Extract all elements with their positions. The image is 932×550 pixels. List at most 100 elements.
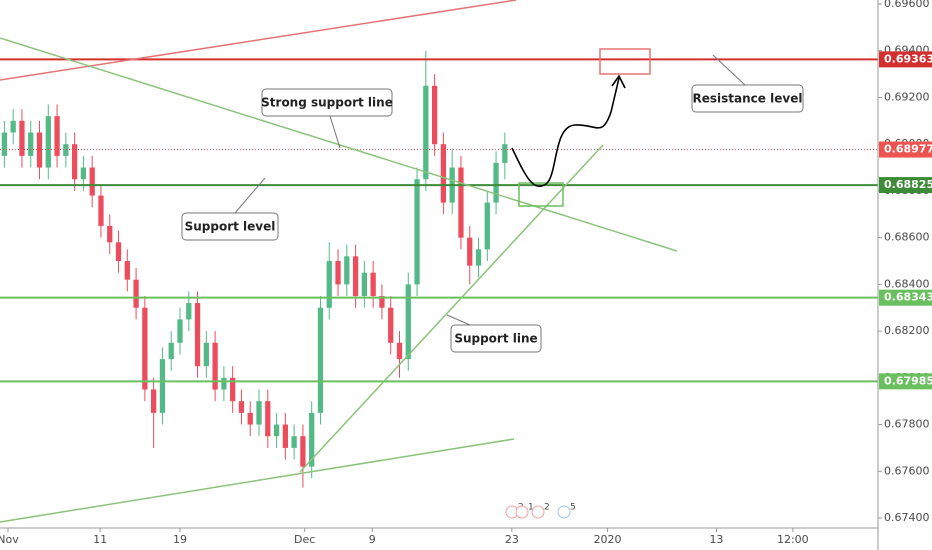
price-label: 0.68825 [884,178,932,191]
projection-arrow [511,77,620,187]
trend-line [299,144,604,473]
candle-body [309,412,315,467]
candle-body [124,261,130,280]
y-tick-label: 0.67400 [884,511,930,524]
candle-body [458,167,464,238]
candle-body [405,284,411,360]
candle-body [423,85,429,180]
event-icon [531,505,545,519]
candle-body [379,296,385,308]
candle-body [177,319,183,343]
candle-body [344,256,350,285]
candle-body [133,279,139,308]
event-count: 2 [544,503,550,513]
candle-body [80,167,87,180]
callout-text: Strong support line [261,96,393,110]
candle-body [221,377,227,390]
candle-body [45,116,51,168]
overlay: Strong support line Support level Resistan… [181,84,804,519]
price-label: 0.68977 [884,143,932,156]
event-count: 5 [570,503,576,513]
price-label-bg [879,373,932,390]
candle-body [107,225,113,243]
candle-body [71,144,78,180]
event-count: 1 [528,503,534,513]
x-tick-label: Dec [294,533,315,546]
candle-body [142,307,148,390]
plot-area [0,50,878,488]
trend-line [0,438,515,523]
candle-body [388,307,394,343]
candle-body [186,303,192,320]
candle-body [484,202,490,250]
candle-body [194,303,201,367]
candle-body [291,436,297,448]
callout-box [450,324,542,353]
price-label: 0.68343 [884,291,932,304]
candle-body [335,261,341,285]
x-tick-label: 23 [505,533,519,546]
candle-body [475,249,482,266]
callout-text: Support line [454,332,537,346]
candle-body [273,424,280,437]
target-box [518,182,564,207]
event-icon [557,505,571,519]
trend-line [0,0,517,81]
candle-body [19,120,25,156]
y-tick-label: 0.69600 [884,0,930,10]
y-tick-label: 0.67600 [884,464,930,477]
candle-body [370,272,376,297]
candle-body [431,85,438,145]
callout-pointer [446,314,471,326]
candle-body [326,261,332,308]
x-tick-label: 12:00 [777,533,809,546]
x-tick-label: 11 [93,533,107,546]
callout-box [181,212,279,241]
candle-body [151,389,157,413]
candle-body [115,242,122,261]
x-tick-label: 13 [709,533,723,546]
callout-box [691,84,804,113]
price-label-bg [879,51,932,68]
candle-body [256,401,262,425]
price-label-bg [879,177,932,194]
y-tick-label: 0.68600 [884,231,930,244]
arrow-head [611,74,626,89]
callout-text: Support level [185,220,276,234]
price-label: 0.69363 [884,52,932,65]
candle-body [396,342,403,360]
candle-body [352,256,359,297]
candle-body [10,120,16,133]
target-box [599,48,651,75]
y-tick-label: 0.67800 [884,418,930,431]
candle-body [414,179,420,285]
drawings [0,0,746,523]
candle-body [89,167,95,196]
candle-body [159,359,166,413]
candle-body [230,377,236,402]
x-tick-label: 2020 [594,533,622,546]
x-tick-label: 9 [369,533,376,546]
candle-body [238,401,245,413]
price-label-bg [879,141,932,158]
callout-text: Resistance level [693,92,803,106]
callout-box [261,88,393,117]
x-tick-label: Nov [0,533,19,546]
price-label-bg [879,289,932,306]
candle-body [247,412,253,425]
callout-pointer [712,54,746,86]
candle-body [203,342,209,367]
y-tick-label: 0.69200 [884,90,930,103]
y-tick-label: 0.68400 [884,277,930,290]
candle-body [317,307,324,413]
candle-body [265,401,271,437]
candle-body [1,132,8,156]
candle-body [168,342,174,360]
candle-body [282,424,288,448]
candle-body [493,162,499,203]
candle-body [98,195,104,226]
candle-body [300,436,306,467]
candle-body [467,237,473,266]
event-icon [515,505,529,519]
